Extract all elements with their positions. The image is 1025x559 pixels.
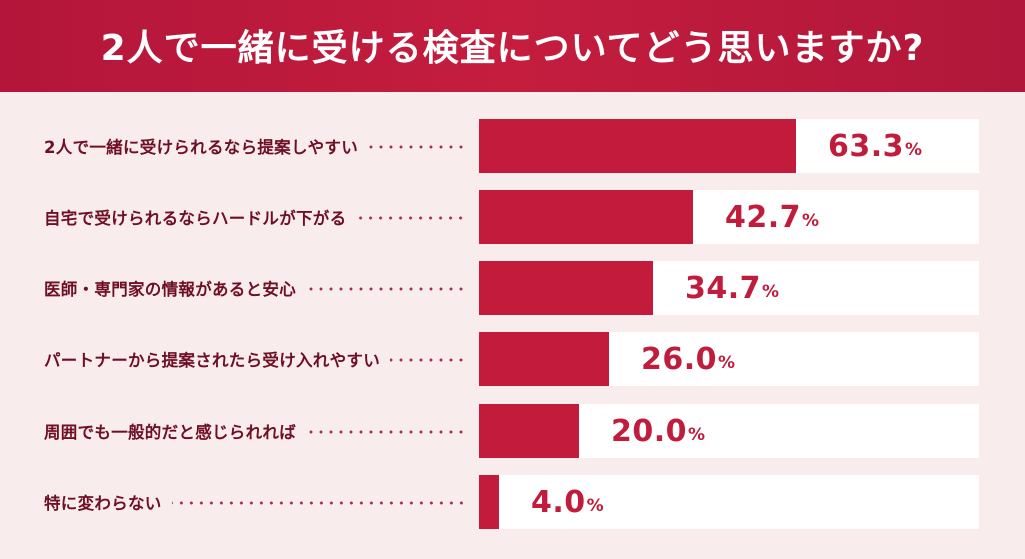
bar-label: 特に変わらない: [44, 494, 162, 513]
bar-fill: [479, 332, 609, 386]
bar-row: 自宅で受けられるならハードルが下がる 42.7%: [0, 190, 1025, 244]
dotted-leader: [368, 145, 466, 149]
bar-value-unit: %: [718, 353, 736, 373]
bar-value: 26.0%: [641, 332, 735, 386]
bar-track: [479, 190, 979, 244]
bar-value-number: 63.3: [828, 128, 905, 164]
bar-value-number: 4.0: [531, 484, 586, 520]
bar-label: 自宅で受けられるならハードルが下がる: [44, 209, 347, 228]
bar-value-number: 34.7: [685, 270, 762, 306]
bar-value-unit: %: [905, 140, 923, 160]
bar-row: 特に変わらない 4.0%: [0, 475, 1025, 529]
bar-value-unit: %: [802, 211, 820, 231]
bar-value: 34.7%: [685, 261, 779, 315]
bar-track: [479, 261, 979, 315]
dotted-leader: [390, 358, 466, 362]
bar-value: 4.0%: [531, 475, 604, 529]
bar-label: 2人で一緒に受けられるなら提案しやすい: [44, 138, 359, 157]
bar-fill: [479, 261, 653, 315]
chart-title: 2人で一緒に受ける検査についてどう思いますか?: [100, 28, 925, 69]
bar-track: [479, 332, 979, 386]
bar-value-unit: %: [688, 425, 706, 445]
bar-fill: [479, 475, 499, 529]
bar-value: 42.7%: [725, 190, 819, 244]
bar-value: 63.3%: [828, 119, 922, 173]
bar-track: [479, 475, 979, 529]
bar-label: 周囲でも一般的だと感じられれば: [44, 423, 296, 442]
bar-fill: [479, 404, 579, 458]
bar-fill: [479, 190, 693, 244]
dotted-leader: [356, 216, 466, 220]
bar-row: 2人で一緒に受けられるなら提案しやすい 63.3%: [0, 119, 1025, 173]
chart-header: 2人で一緒に受ける検査についてどう思いますか?: [0, 0, 1025, 92]
bar-label: 医師・専門家の情報があると安心: [44, 280, 296, 299]
bar-value-unit: %: [762, 282, 780, 302]
dotted-leader: [171, 501, 466, 505]
bar-row: パートナーから提案されたら受け入れやすい 26.0%: [0, 332, 1025, 386]
bar-row: 周囲でも一般的だと感じられれば 20.0%: [0, 404, 1025, 458]
bar-track: [479, 119, 979, 173]
bar-row: 医師・専門家の情報があると安心 34.7%: [0, 261, 1025, 315]
bar-label: パートナーから提案されたら受け入れやすい: [44, 351, 380, 370]
bar-value-number: 20.0: [611, 413, 688, 449]
bar-value-number: 26.0: [641, 341, 718, 377]
dotted-leader: [306, 430, 466, 434]
dotted-leader: [306, 287, 466, 291]
bar-value-unit: %: [586, 496, 604, 516]
bar-value: 20.0%: [611, 404, 705, 458]
bar-value-number: 42.7: [725, 199, 802, 235]
bar-fill: [479, 119, 796, 173]
bar-track: [479, 404, 979, 458]
